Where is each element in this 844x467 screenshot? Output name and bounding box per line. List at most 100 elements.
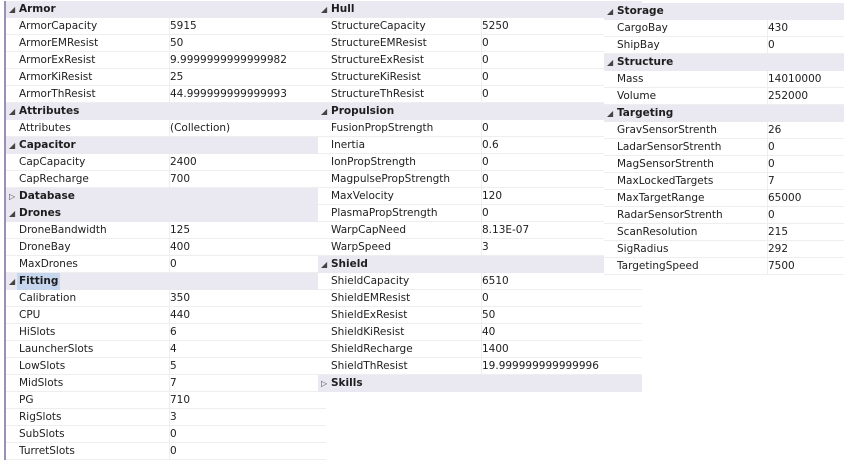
property-row[interactable]: WarpCapNeed 8.13E-07 — [318, 222, 642, 239]
property-value[interactable]: 0.6 — [482, 139, 499, 151]
property-value[interactable]: 215 — [768, 226, 789, 238]
property-row[interactable]: Attributes (Collection) — [6, 120, 326, 137]
property-row[interactable]: StructureKiResist 0 — [318, 69, 642, 86]
property-name[interactable]: LadarSensorStrenth — [617, 139, 768, 156]
property-value[interactable]: 350 — [170, 292, 191, 304]
property-name[interactable]: ShieldEMResist — [331, 290, 482, 307]
property-row[interactable]: ShieldThResist 19.999999999999996 — [318, 358, 642, 375]
property-value[interactable]: 0 — [768, 209, 775, 221]
property-row[interactable]: Mass 14010000 — [604, 71, 844, 88]
property-value[interactable]: 6 — [170, 326, 177, 338]
category-row-structure[interactable]: ◢ Structure — [604, 54, 844, 71]
property-name[interactable]: MaxDrones — [19, 256, 170, 273]
property-value[interactable]: 430 — [768, 22, 789, 34]
property-value[interactable]: 25 — [170, 71, 184, 83]
category-row-attributes[interactable]: ◢ Attributes — [6, 103, 326, 120]
property-value[interactable]: 0 — [482, 173, 489, 185]
triangle-down-icon[interactable]: ◢ — [9, 5, 16, 14]
property-name[interactable]: TurretSlots — [19, 443, 170, 460]
property-value[interactable]: 0 — [768, 158, 775, 170]
property-value[interactable]: 3 — [482, 241, 489, 253]
property-name[interactable]: IonPropStrength — [331, 154, 482, 171]
property-value[interactable]: 0 — [170, 258, 177, 270]
property-value[interactable]: 0 — [482, 207, 489, 219]
property-row[interactable]: PG 710 — [6, 392, 326, 409]
property-name[interactable]: Mass — [617, 71, 768, 88]
property-name[interactable]: ShipBay — [617, 37, 768, 54]
property-name[interactable]: CargoBay — [617, 20, 768, 37]
triangle-down-icon[interactable]: ◢ — [9, 277, 16, 286]
property-row[interactable]: MaxVelocity 120 — [318, 188, 642, 205]
category-row-propulsion[interactable]: ◢ Propulsion — [318, 103, 642, 120]
property-row[interactable]: PlasmaPropStrength 0 — [318, 205, 642, 222]
property-row[interactable]: CapRecharge 700 — [6, 171, 326, 188]
triangle-down-icon[interactable]: ◢ — [607, 109, 614, 118]
property-name[interactable]: WarpCapNeed — [331, 222, 482, 239]
property-value[interactable]: 65000 — [768, 192, 802, 204]
property-row[interactable]: CPU 440 — [6, 307, 326, 324]
property-value[interactable]: 7500 — [768, 260, 795, 272]
property-name[interactable]: CapCapacity — [19, 154, 170, 171]
triangle-down-icon[interactable]: ◢ — [607, 7, 614, 16]
property-value[interactable]: 0 — [482, 37, 489, 49]
property-value[interactable]: 3 — [170, 411, 177, 423]
property-value[interactable]: 0 — [482, 292, 489, 304]
property-name[interactable]: ShieldRecharge — [331, 341, 482, 358]
property-name[interactable]: MaxTargetRange — [617, 190, 768, 207]
property-value[interactable]: 400 — [170, 241, 191, 253]
property-row[interactable]: ShieldRecharge 1400 — [318, 341, 642, 358]
property-value[interactable]: 710 — [170, 394, 191, 406]
property-name[interactable]: MaxVelocity — [331, 188, 482, 205]
property-name[interactable]: RadarSensorStrenth — [617, 207, 768, 224]
property-value[interactable]: 40 — [482, 326, 496, 338]
property-row[interactable]: StructureExResist 0 — [318, 52, 642, 69]
property-value[interactable]: 0 — [482, 122, 489, 134]
property-name[interactable]: RigSlots — [19, 409, 170, 426]
property-name[interactable]: MaxLockedTargets — [617, 173, 768, 190]
category-row-capacitor[interactable]: ◢ Capacitor — [6, 137, 326, 154]
property-name[interactable]: StructureThResist — [331, 86, 482, 103]
property-value[interactable]: 440 — [170, 309, 191, 321]
property-value[interactable]: 0 — [482, 88, 489, 100]
property-name[interactable]: StructureCapacity — [331, 18, 482, 35]
property-value[interactable]: 14010000 — [768, 73, 822, 85]
property-row[interactable]: MaxTargetRange 65000 — [604, 190, 844, 207]
category-row-database[interactable]: ▷ Database — [6, 188, 326, 205]
property-row[interactable]: IonPropStrength 0 — [318, 154, 642, 171]
property-name[interactable]: ShieldKiResist — [331, 324, 482, 341]
property-value[interactable]: 44.999999999999993 — [170, 88, 287, 100]
property-name[interactable]: StructureEMResist — [331, 35, 482, 52]
property-row[interactable]: ArmorCapacity 5915 — [6, 18, 326, 35]
property-value[interactable]: 19.999999999999996 — [482, 360, 599, 372]
property-name[interactable]: ArmorEMResist — [19, 35, 170, 52]
property-row[interactable]: MaxDrones 0 — [6, 256, 326, 273]
property-name[interactable]: SubSlots — [19, 426, 170, 443]
property-row[interactable]: LauncherSlots 4 — [6, 341, 326, 358]
category-row-shield[interactable]: ◢ Shield — [318, 256, 642, 273]
property-value[interactable]: 0 — [170, 428, 177, 440]
property-row[interactable]: ArmorExResist 9.9999999999999982 — [6, 52, 326, 69]
property-row[interactable]: ShipBay 0 — [604, 37, 844, 54]
property-row[interactable]: TargetingSpeed 7500 — [604, 258, 844, 275]
property-name[interactable]: ScanResolution — [617, 224, 768, 241]
property-name[interactable]: DroneBandwidth — [19, 222, 170, 239]
property-name[interactable]: PG — [19, 392, 170, 409]
category-row-targeting[interactable]: ◢ Targeting — [604, 105, 844, 122]
triangle-down-icon[interactable]: ◢ — [607, 58, 614, 67]
category-row-drones[interactable]: ◢ Drones — [6, 205, 326, 222]
category-row-skills[interactable]: ▷ Skills — [318, 375, 642, 392]
property-row[interactable]: CargoBay 430 — [604, 20, 844, 37]
property-value[interactable]: 5915 — [170, 20, 197, 32]
property-name[interactable]: CapRecharge — [19, 171, 170, 188]
triangle-down-icon[interactable]: ◢ — [321, 260, 328, 269]
property-row[interactable]: MagSensorStrenth 0 — [604, 156, 844, 173]
triangle-down-icon[interactable]: ◢ — [9, 209, 16, 218]
property-row[interactable]: LadarSensorStrenth 0 — [604, 139, 844, 156]
property-name[interactable]: FusionPropStrength — [331, 120, 482, 137]
property-name[interactable]: MagSensorStrenth — [617, 156, 768, 173]
property-row[interactable]: ShieldCapacity 6510 — [318, 273, 642, 290]
property-name[interactable]: CPU — [19, 307, 170, 324]
property-value[interactable]: 50 — [170, 37, 184, 49]
triangle-down-icon[interactable]: ◢ — [321, 5, 328, 14]
property-value[interactable]: 0 — [482, 54, 489, 66]
